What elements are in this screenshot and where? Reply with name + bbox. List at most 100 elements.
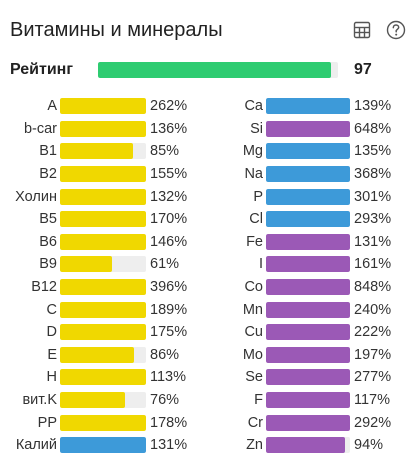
nutrient-name: B12 xyxy=(31,279,57,296)
nutrient-name: Cl xyxy=(249,211,263,228)
nutrient-name: Mg xyxy=(242,143,263,160)
nutrient-percent: 94% xyxy=(354,437,384,454)
nutrient-row: Co 848% xyxy=(205,276,391,299)
nutrient-bar xyxy=(60,211,146,228)
nutrient-name: PP xyxy=(37,414,57,431)
nutrient-bar-fill xyxy=(60,98,146,115)
nutrient-bar xyxy=(60,98,146,115)
nutrient-percent: 368% xyxy=(354,166,392,183)
nutrient-percent: 131% xyxy=(354,233,392,250)
nutrient-row: Холин 132% xyxy=(0,185,187,208)
nutrient-name: Холин xyxy=(15,188,57,205)
rating-row: Рейтинг 97 xyxy=(10,58,414,82)
rating-bar xyxy=(98,62,338,78)
nutrient-row: B9 61% xyxy=(0,253,187,276)
table-icon[interactable] xyxy=(352,20,372,40)
nutrient-bar-fill xyxy=(266,188,350,205)
nutrient-row: Na 368% xyxy=(205,163,391,186)
nutrient-row: Se 277% xyxy=(205,366,391,389)
nutrient-row: Si 648% xyxy=(205,118,391,141)
nutrient-name: B5 xyxy=(39,211,57,228)
nutrient-percent: 292% xyxy=(354,414,392,431)
nutrient-bar-fill xyxy=(266,301,350,318)
vitamins-column: A 262% b-car 136% B1 85% B2 155% Холин 132% B5 170%… xyxy=(0,95,187,457)
nutrient-bar xyxy=(266,279,350,296)
nutrient-bar xyxy=(266,188,350,205)
nutrient-bar-fill xyxy=(60,414,146,431)
nutrient-row: Fe 131% xyxy=(205,231,391,254)
nutrient-row: Zn 94% xyxy=(205,434,391,457)
nutrient-row: B6 146% xyxy=(0,231,187,254)
nutrient-percent: 85% xyxy=(150,143,180,160)
nutrient-bar xyxy=(266,120,350,137)
nutrient-bar xyxy=(266,211,350,228)
nutrient-bar-fill xyxy=(266,120,350,137)
nutrient-bar xyxy=(60,346,146,363)
nutrient-bar-fill xyxy=(266,143,350,160)
help-icon[interactable] xyxy=(386,20,406,40)
nutrient-row: I 161% xyxy=(205,253,391,276)
nutrient-percent: 146% xyxy=(150,233,188,250)
nutrient-percent: 197% xyxy=(354,346,392,363)
nutrient-bar xyxy=(60,301,146,318)
nutrient-bar xyxy=(60,324,146,341)
minerals-column: Ca 139% Si 648% Mg 135% Na 368% P 301% Cl 293% Fe 131… xyxy=(205,95,391,457)
nutrient-percent: 76% xyxy=(150,392,180,409)
nutrient-name: Fe xyxy=(246,233,263,250)
nutrient-percent: 222% xyxy=(354,324,392,341)
nutrient-name: Co xyxy=(244,279,263,296)
nutrient-bar-fill xyxy=(60,188,146,205)
nutrient-percent: 189% xyxy=(150,301,188,318)
nutrient-percent: 240% xyxy=(354,301,392,318)
nutrient-name: вит.K xyxy=(22,392,57,409)
nutrient-name: Cu xyxy=(244,324,263,341)
nutrient-percent: 262% xyxy=(150,98,188,115)
nutrient-row: PP 178% xyxy=(0,411,187,434)
nutrient-percent: 648% xyxy=(354,120,392,137)
nutrient-row: Mg 135% xyxy=(205,140,391,163)
nutrient-bar xyxy=(266,301,350,318)
nutrient-bar xyxy=(60,120,146,137)
nutrient-bar-fill xyxy=(266,166,350,183)
nutrient-row: Mo 197% xyxy=(205,344,391,367)
nutrient-row: P 301% xyxy=(205,185,391,208)
nutrient-name: F xyxy=(254,392,263,409)
nutrient-bar-fill xyxy=(266,437,345,454)
nutrient-bar-fill xyxy=(60,346,134,363)
nutrient-name: Na xyxy=(244,166,263,183)
nutrient-bar-fill xyxy=(60,392,126,409)
nutrient-bar xyxy=(60,369,146,386)
nutrient-percent: 301% xyxy=(354,188,392,205)
header-actions xyxy=(352,20,406,40)
nutrient-percent: 139% xyxy=(354,98,392,115)
nutrient-percent: 86% xyxy=(150,346,180,363)
nutrient-bar xyxy=(60,392,146,409)
nutrient-row: Cu 222% xyxy=(205,321,391,344)
nutrient-name: Mn xyxy=(242,301,263,318)
nutrient-bar-fill xyxy=(60,211,146,228)
nutrient-percent: 113% xyxy=(150,369,187,386)
nutrient-row: F 117% xyxy=(205,389,391,412)
nutrient-name: Калий xyxy=(15,437,57,454)
nutrient-bar-fill xyxy=(60,324,146,341)
nutrient-bar xyxy=(266,392,350,409)
nutrient-name: P xyxy=(253,188,263,205)
nutrient-bar xyxy=(266,369,350,386)
nutrient-row: H 113% xyxy=(0,366,187,389)
nutrient-row: C 189% xyxy=(0,298,187,321)
nutrient-bar xyxy=(266,346,350,363)
rating-label: Рейтинг xyxy=(10,61,74,78)
nutrient-percent: 117% xyxy=(354,392,391,409)
nutrient-bar-fill xyxy=(60,143,134,160)
nutrient-name: Cr xyxy=(247,414,263,431)
nutrient-row: B12 396% xyxy=(0,276,187,299)
nutrient-bar-fill xyxy=(266,279,350,296)
nutrient-percent: 136% xyxy=(150,120,188,137)
nutrient-bar-fill xyxy=(60,279,146,296)
nutrient-percent: 277% xyxy=(354,369,392,386)
nutrient-name: B9 xyxy=(39,256,57,273)
nutrient-bar xyxy=(266,414,350,431)
nutrient-name: C xyxy=(46,301,57,318)
nutrient-bar-fill xyxy=(266,324,350,341)
nutrient-bar xyxy=(266,324,350,341)
